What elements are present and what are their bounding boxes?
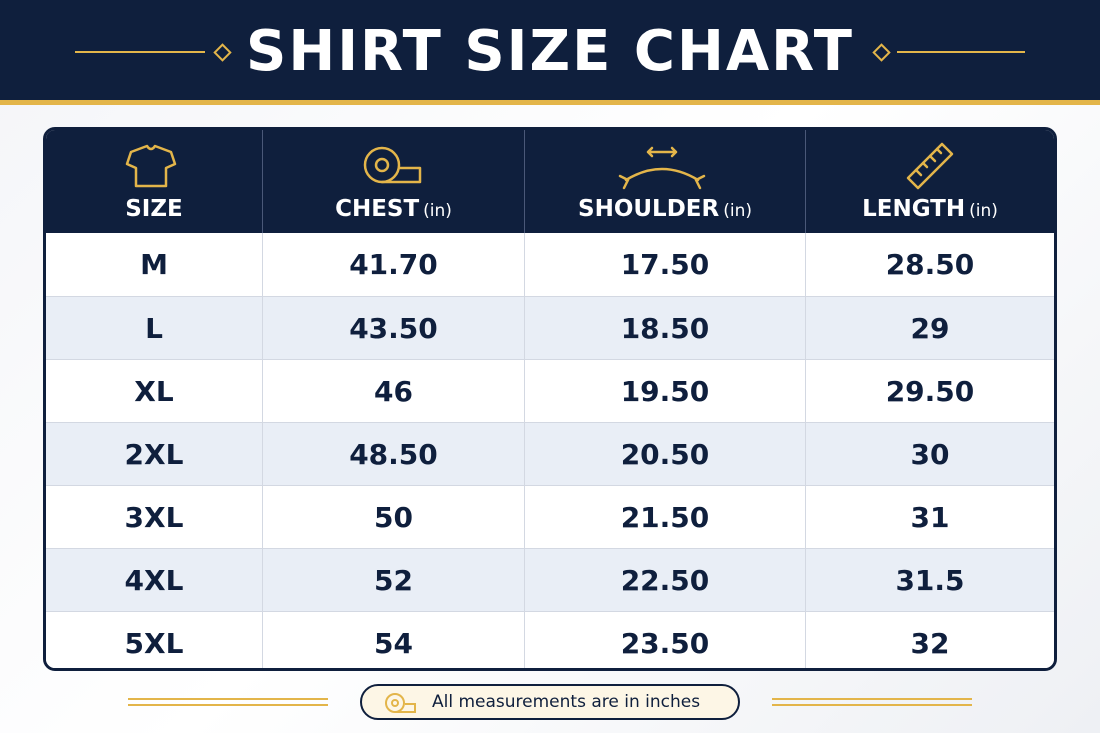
header-text: SHOULDER bbox=[578, 196, 720, 222]
value-cell: 19.50 bbox=[524, 359, 805, 422]
size-table: SIZE CHEST (in) SHOULDER (in) LENGTH (in) M 41.7… bbox=[43, 127, 1057, 671]
value-cell: 48.50 bbox=[262, 422, 524, 485]
header-text: LENGTH bbox=[862, 196, 966, 222]
size-cell: M bbox=[46, 233, 262, 296]
header-band bbox=[0, 0, 1100, 100]
value-cell: 23.50 bbox=[524, 611, 805, 668]
value-cell: 28.50 bbox=[805, 233, 1054, 296]
tape-icon bbox=[385, 693, 416, 713]
value-cell: 21.50 bbox=[524, 485, 805, 548]
value-cell: 31.5 bbox=[805, 548, 1054, 611]
value-cell: 31 bbox=[805, 485, 1054, 548]
value-cell: 20.50 bbox=[524, 422, 805, 485]
value-cell: 32 bbox=[805, 611, 1054, 668]
size-cell: XL bbox=[46, 359, 262, 422]
header-text: SIZE bbox=[125, 196, 183, 222]
header-unit: (in) bbox=[423, 201, 452, 221]
header-accent bbox=[0, 100, 1100, 105]
value-cell: 41.70 bbox=[262, 233, 524, 296]
header-unit: (in) bbox=[723, 201, 752, 221]
value-cell: 29.50 bbox=[805, 359, 1054, 422]
value-cell: 22.50 bbox=[524, 548, 805, 611]
header-label: SIZE bbox=[46, 196, 262, 222]
value-cell: 46 bbox=[262, 359, 524, 422]
header-unit: (in) bbox=[969, 201, 998, 221]
column-header: LENGTH (in) bbox=[805, 130, 1054, 233]
column-header: CHEST (in) bbox=[262, 130, 524, 233]
header-label: SHOULDER (in) bbox=[525, 196, 805, 222]
ornament bbox=[75, 51, 205, 53]
size-cell: 4XL bbox=[46, 548, 262, 611]
size-cell: 2XL bbox=[46, 422, 262, 485]
size-cell: 3XL bbox=[46, 485, 262, 548]
value-cell: 17.50 bbox=[524, 233, 805, 296]
header-label: CHEST (in) bbox=[263, 196, 524, 222]
column-header: SHOULDER (in) bbox=[524, 130, 805, 233]
value-cell: 18.50 bbox=[524, 296, 805, 359]
header-text: CHEST bbox=[335, 196, 420, 222]
note-text: All measurements are in inches bbox=[432, 692, 701, 712]
header-label: LENGTH (in) bbox=[806, 196, 1054, 222]
column-header: SIZE bbox=[46, 130, 262, 233]
size-cell: L bbox=[46, 296, 262, 359]
value-cell: 50 bbox=[262, 485, 524, 548]
value-cell: 54 bbox=[262, 611, 524, 668]
value-cell: 29 bbox=[805, 296, 1054, 359]
value-cell: 30 bbox=[805, 422, 1054, 485]
note-pill: All measurements are in inches bbox=[360, 684, 740, 720]
value-cell: 43.50 bbox=[262, 296, 524, 359]
title: SHIRT SIZE CHART bbox=[246, 19, 854, 84]
ornament bbox=[897, 51, 1025, 53]
value-cell: 52 bbox=[262, 548, 524, 611]
size-cell: 5XL bbox=[46, 611, 262, 668]
